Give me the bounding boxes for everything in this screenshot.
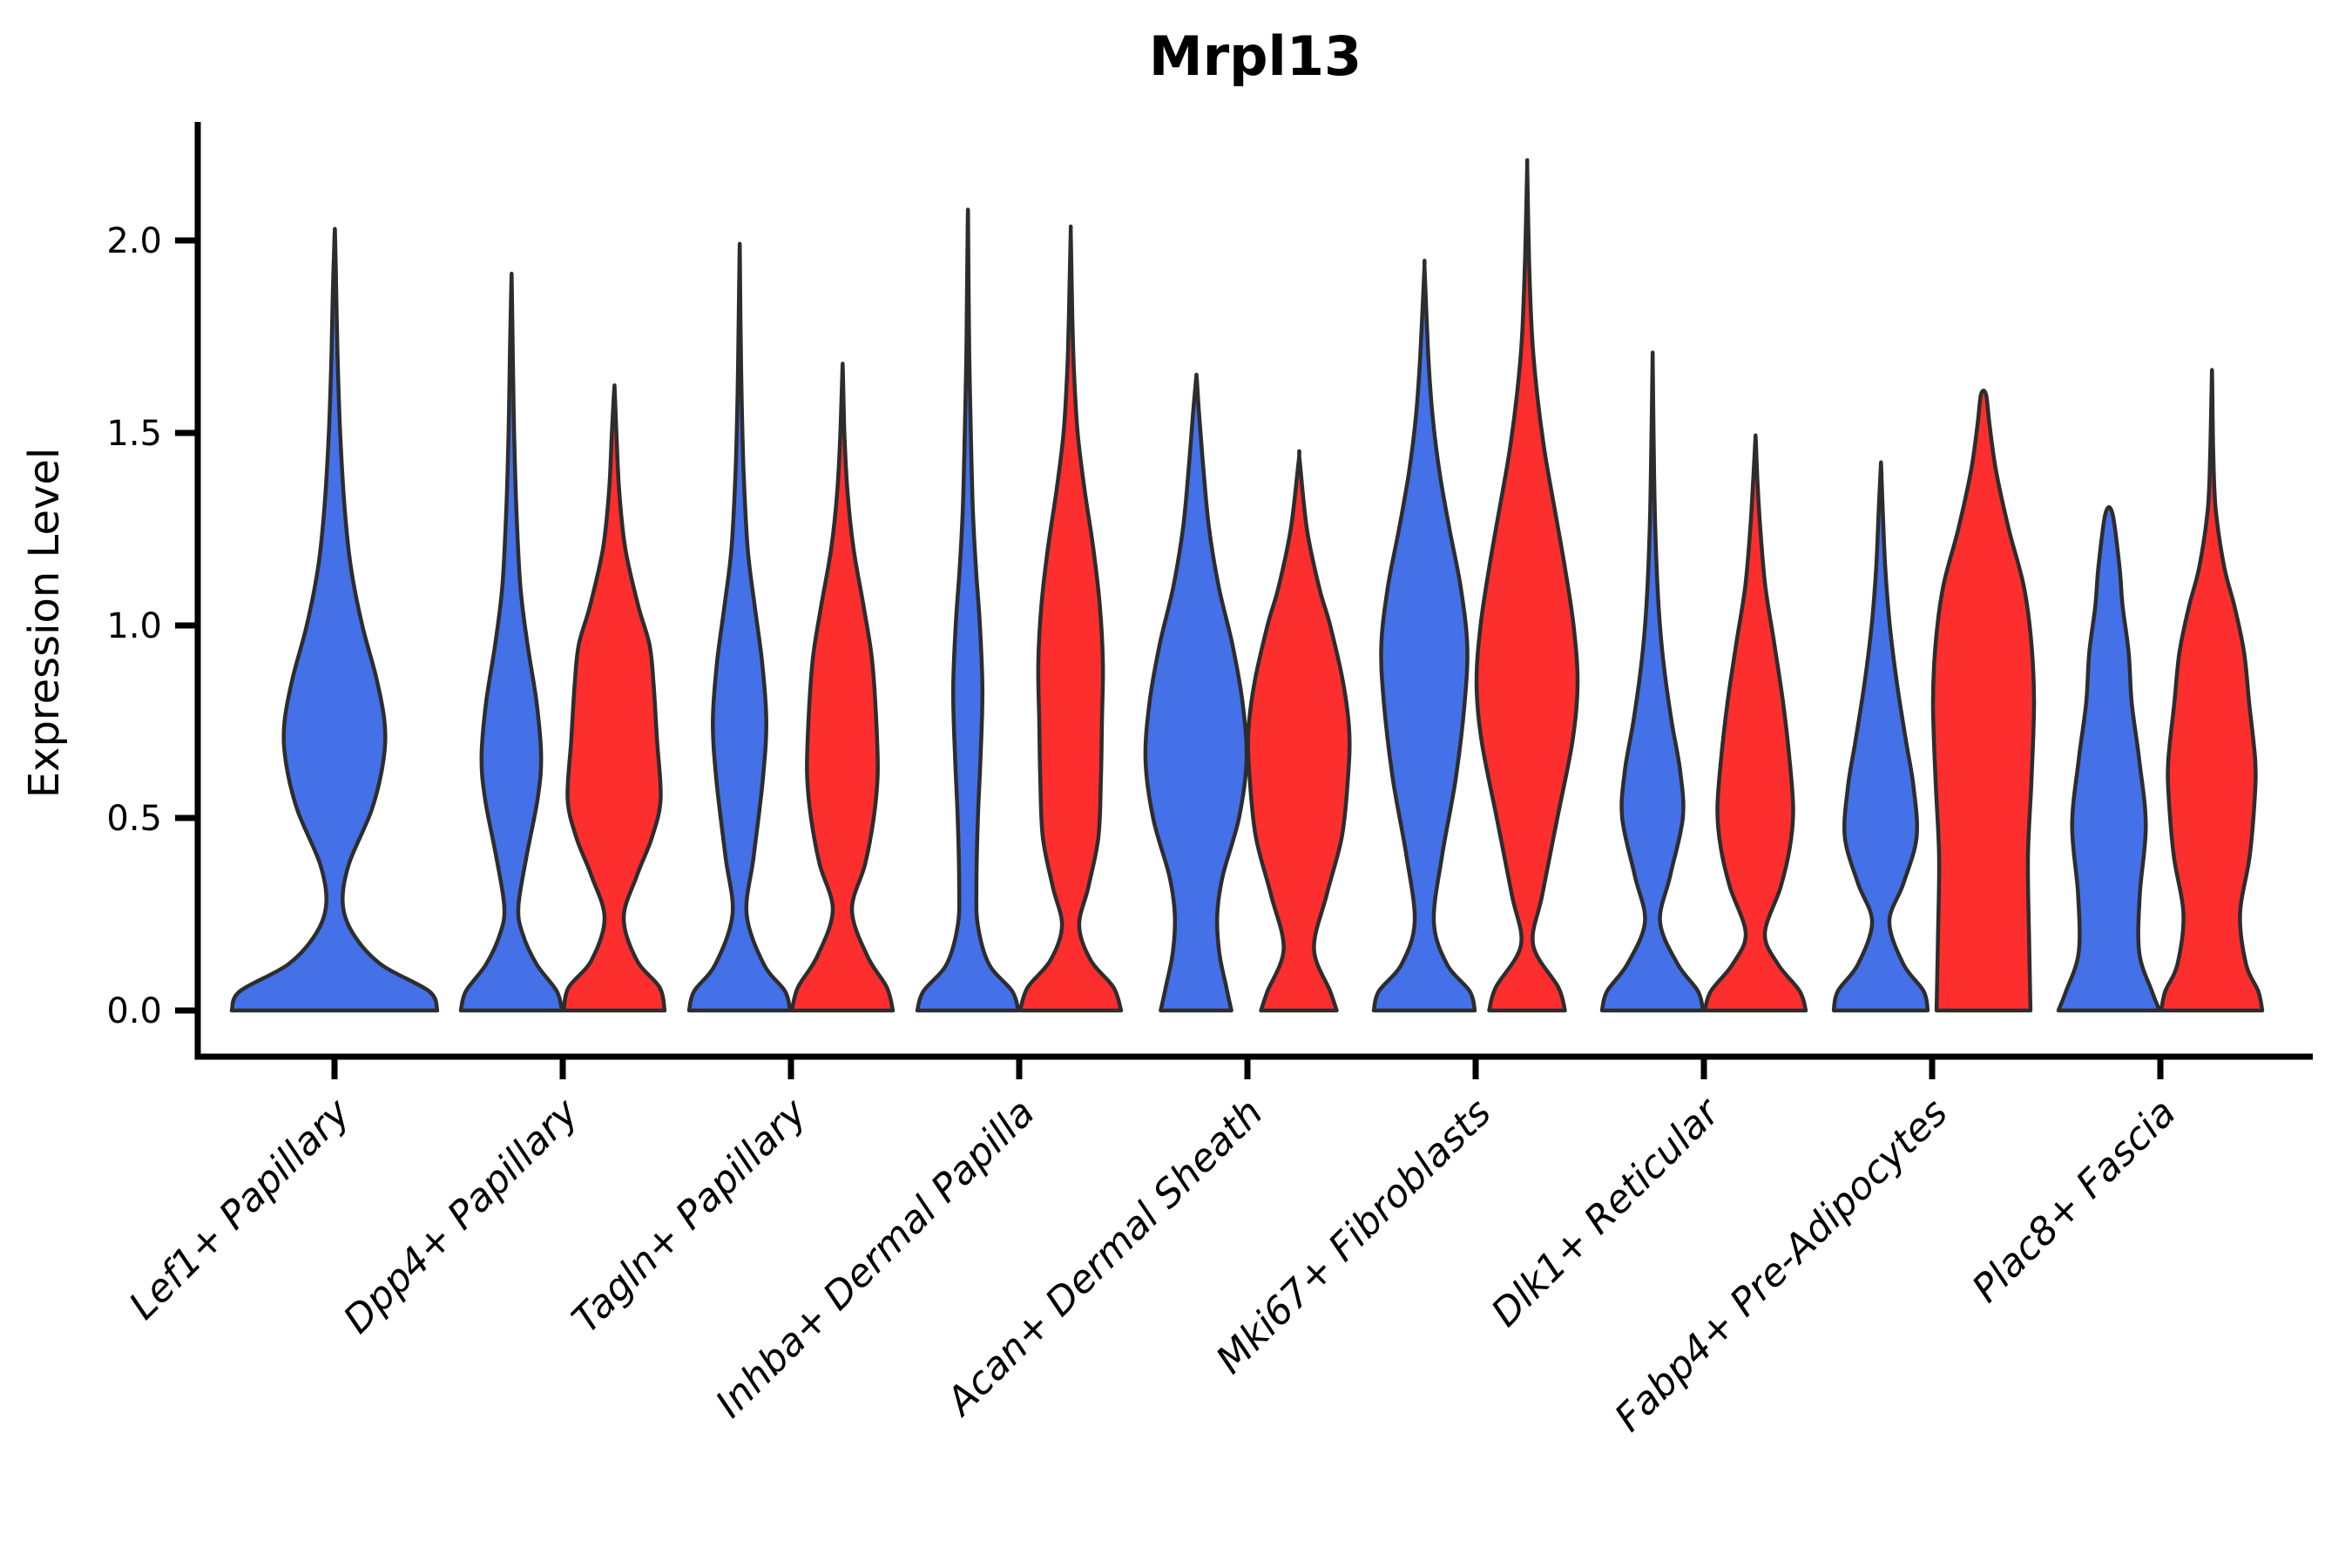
violin-2-left [458, 271, 564, 1013]
chart-title: Mrpl13 [1148, 24, 1362, 88]
violin-9-right [2159, 368, 2265, 1013]
violin-7-right [1702, 433, 1808, 1013]
x-tick-label-3: Tagln+ Papillary [564, 1090, 815, 1342]
violin-4-left [915, 207, 1021, 1013]
y-tick-label: 0.0 [106, 991, 162, 1031]
y-tick-label: 1.0 [106, 606, 162, 646]
x-tick-label-9: Plac8+ Fascia [1963, 1091, 2184, 1311]
y-tick-label: 2.0 [106, 221, 162, 261]
y-tick-label: 0.5 [106, 799, 162, 839]
violin-5-right [1246, 449, 1352, 1013]
violin-4-right [1017, 224, 1124, 1013]
x-tick-label-2: Dpp4+ Papillary [335, 1090, 588, 1342]
violin-6-left [1371, 259, 1477, 1013]
violin-2-right [561, 383, 667, 1013]
x-tick-label-7: Dlk1+ Reticular [1483, 1089, 1729, 1335]
x-tick-label-1: Lef1+ Papillary [121, 1090, 360, 1328]
violin-6-right [1474, 158, 1580, 1013]
violin-5-left [1143, 372, 1249, 1013]
violin-8-left [1831, 460, 1930, 1013]
violin-9-left [2056, 504, 2162, 1013]
y-tick-label: 1.5 [106, 414, 162, 454]
violin-7-left [1599, 350, 1706, 1013]
violin-1-single [229, 226, 440, 1013]
violin-3-right [789, 362, 896, 1013]
violin-8-right [1930, 389, 2037, 1013]
violin-3-left [686, 241, 793, 1013]
